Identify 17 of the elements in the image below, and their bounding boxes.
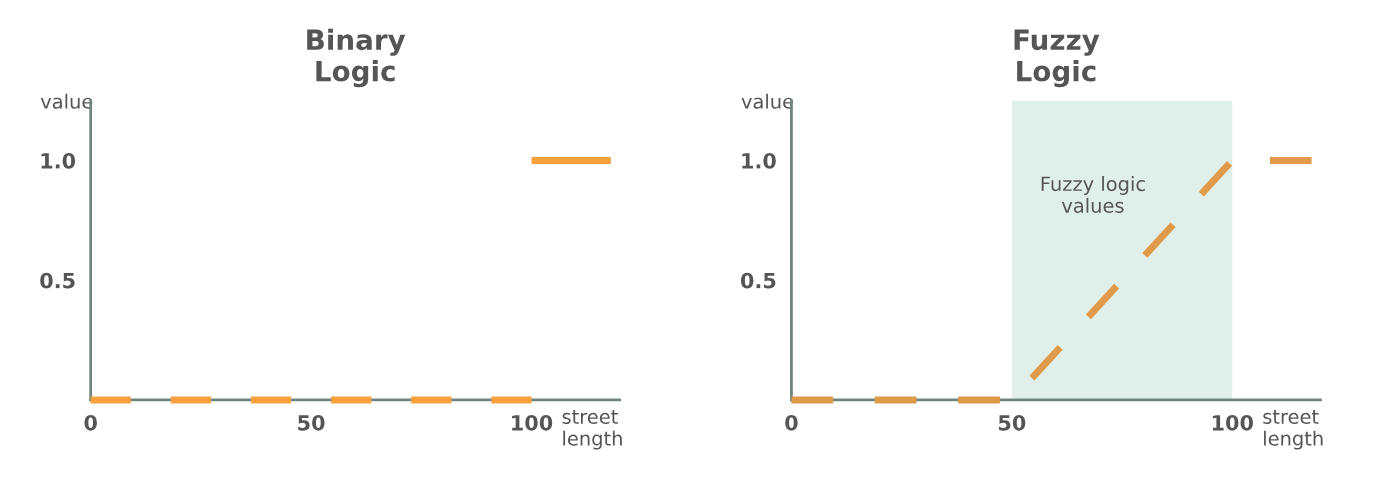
x-tick-label: 0 bbox=[785, 414, 798, 431]
y-tick-label: 0.5 bbox=[40, 272, 75, 289]
x-tick-label: 0 bbox=[84, 414, 97, 431]
y-tick-label: 1.0 bbox=[41, 152, 76, 169]
x-tick-label: 50 bbox=[298, 414, 325, 431]
chart-title: Fuzzy Logic bbox=[1014, 29, 1100, 88]
y-tick-label: 1.0 bbox=[742, 152, 776, 169]
chart-title: Binary Logic bbox=[307, 28, 406, 88]
y-tick-label: 0.5 bbox=[740, 272, 776, 289]
y-axis-title: value bbox=[40, 93, 93, 109]
x-axis-title: street length bbox=[1263, 410, 1323, 450]
x-axis-title: street length bbox=[562, 410, 622, 450]
x-tick-label: 100 bbox=[1212, 414, 1253, 431]
x-tick-label: 100 bbox=[512, 414, 553, 431]
annotation: Fuzzy logic values bbox=[1041, 176, 1145, 213]
y-axis-title: value bbox=[741, 93, 794, 109]
x-tick-label: 50 bbox=[998, 414, 1026, 431]
